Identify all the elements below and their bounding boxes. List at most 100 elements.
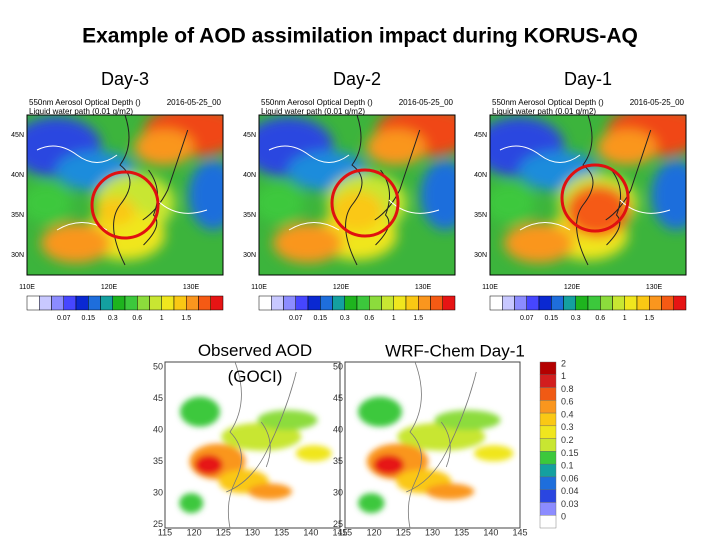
highlight-circle [90, 170, 160, 240]
colorbar-label: 0.07 [289, 315, 303, 322]
highlight-circle [330, 168, 400, 238]
colorbar-label: 1.5 [181, 315, 191, 322]
lat-label: 35 [333, 456, 343, 466]
cloud-contour [499, 145, 671, 231]
obs-field [358, 362, 514, 528]
aod-blob [597, 129, 658, 165]
colorbar-cell [100, 295, 113, 311]
panel-label: Day-1 [564, 69, 612, 89]
lon-label: 145 [512, 527, 527, 537]
lon-label: 110E [482, 284, 498, 291]
lat-label: 25 [153, 519, 163, 529]
colorbar-cell [539, 463, 557, 478]
colorbar-cell [551, 295, 564, 311]
colorbar-cell [539, 438, 557, 452]
colorbar-cell [539, 400, 557, 414]
colorbar-cell [356, 295, 370, 311]
lon-label: 120 [367, 527, 382, 537]
map-field [27, 115, 223, 275]
lon-label: 120 [187, 527, 202, 537]
lon-label: 120E [564, 284, 581, 291]
map-header-date: 2016-05-25_00 [630, 98, 685, 107]
colorbar-cell [149, 295, 162, 311]
lon-label: 130E [646, 284, 663, 291]
aod-blob [366, 129, 427, 165]
coastline [113, 115, 189, 266]
colorbar-label: 0.03 [561, 499, 579, 509]
colorbar-cell [124, 295, 138, 311]
aod-blob [134, 129, 195, 165]
colorbar-cell [539, 476, 557, 490]
lat-label: 30 [333, 487, 343, 497]
coastline [406, 362, 477, 528]
map-header-date: 2016-05-25_00 [167, 98, 222, 107]
aod-blob [95, 197, 136, 225]
colorbar-cell [539, 489, 557, 503]
colorbar-cell [539, 502, 557, 516]
colorbar-cell [502, 295, 515, 311]
colorbar-label: 0.07 [520, 315, 534, 322]
map-header-sub: Liquid water path (0.01 g/m2) [492, 107, 596, 116]
colorbar-label: 0.6 [132, 315, 142, 322]
colorbar-cell [63, 295, 77, 311]
lon-label: 130E [415, 284, 432, 291]
lon-label: 115 [158, 527, 172, 537]
colorbar-label: 0.15 [313, 315, 327, 322]
map-header-title: 550nm Aerosol Optical Depth () [492, 98, 604, 107]
colorbar-label: 0.2 [561, 435, 574, 445]
colorbar-cell [649, 295, 662, 311]
colorbar-cell [430, 295, 443, 311]
coastline [576, 115, 652, 266]
lat-label: 45N [11, 132, 24, 139]
map-field [259, 115, 455, 275]
map-frame [489, 114, 687, 276]
lon-label: 135 [454, 527, 469, 537]
lon-label: 120E [333, 284, 350, 291]
colorbar-cell [307, 295, 321, 311]
colorbar-label: 1 [623, 315, 627, 322]
panel-label: Day-2 [333, 69, 381, 89]
aod-blob [504, 223, 574, 263]
colorbar-label: 0.3 [340, 315, 350, 322]
coastline [226, 362, 297, 528]
blobs [179, 396, 332, 514]
colorbar-label: 0.15 [561, 448, 579, 458]
colorbar-cell [539, 374, 557, 388]
aod-blob [257, 410, 318, 431]
colorbar-cell [539, 425, 557, 439]
colorbar-label: 0.15 [81, 315, 95, 322]
colorbar-cell [539, 387, 557, 401]
obs-field [179, 362, 332, 528]
map-header-date: 2016-05-25_00 [399, 98, 454, 107]
lat-label: 45 [153, 393, 163, 403]
colorbar-cell [39, 295, 52, 311]
colorbar-label: 0.3 [561, 422, 574, 432]
aod-blob [27, 183, 72, 223]
lon-label: 110E [251, 284, 267, 291]
map-frame [26, 114, 224, 276]
lat-label: 40 [333, 424, 343, 434]
lat-label: 30N [474, 252, 487, 259]
lat-label: 40N [11, 172, 24, 179]
colorbar-cell [295, 295, 309, 311]
colorbar-cell [526, 295, 540, 311]
colorbar-cell [489, 295, 503, 311]
lat-label: 30N [11, 252, 24, 259]
aod-blob [188, 160, 223, 230]
aod-blob [295, 445, 332, 462]
colorbar-cell [636, 295, 650, 311]
colorbar-cell [88, 295, 101, 311]
colorbar-label: 1 [561, 371, 566, 381]
colorbar-cell [539, 515, 557, 529]
lat-label: 35N [474, 212, 487, 219]
colorbar-label: 0.15 [544, 315, 558, 322]
lat-label: 40N [243, 172, 256, 179]
colorbar-cell [673, 295, 687, 311]
aod-blob [179, 493, 204, 514]
colorbar-label: 0.6 [364, 315, 374, 322]
map-frame [258, 114, 456, 276]
colorbar-label: 0.06 [561, 473, 579, 483]
aod-blob [473, 445, 514, 462]
lat-label: 35N [243, 212, 256, 219]
